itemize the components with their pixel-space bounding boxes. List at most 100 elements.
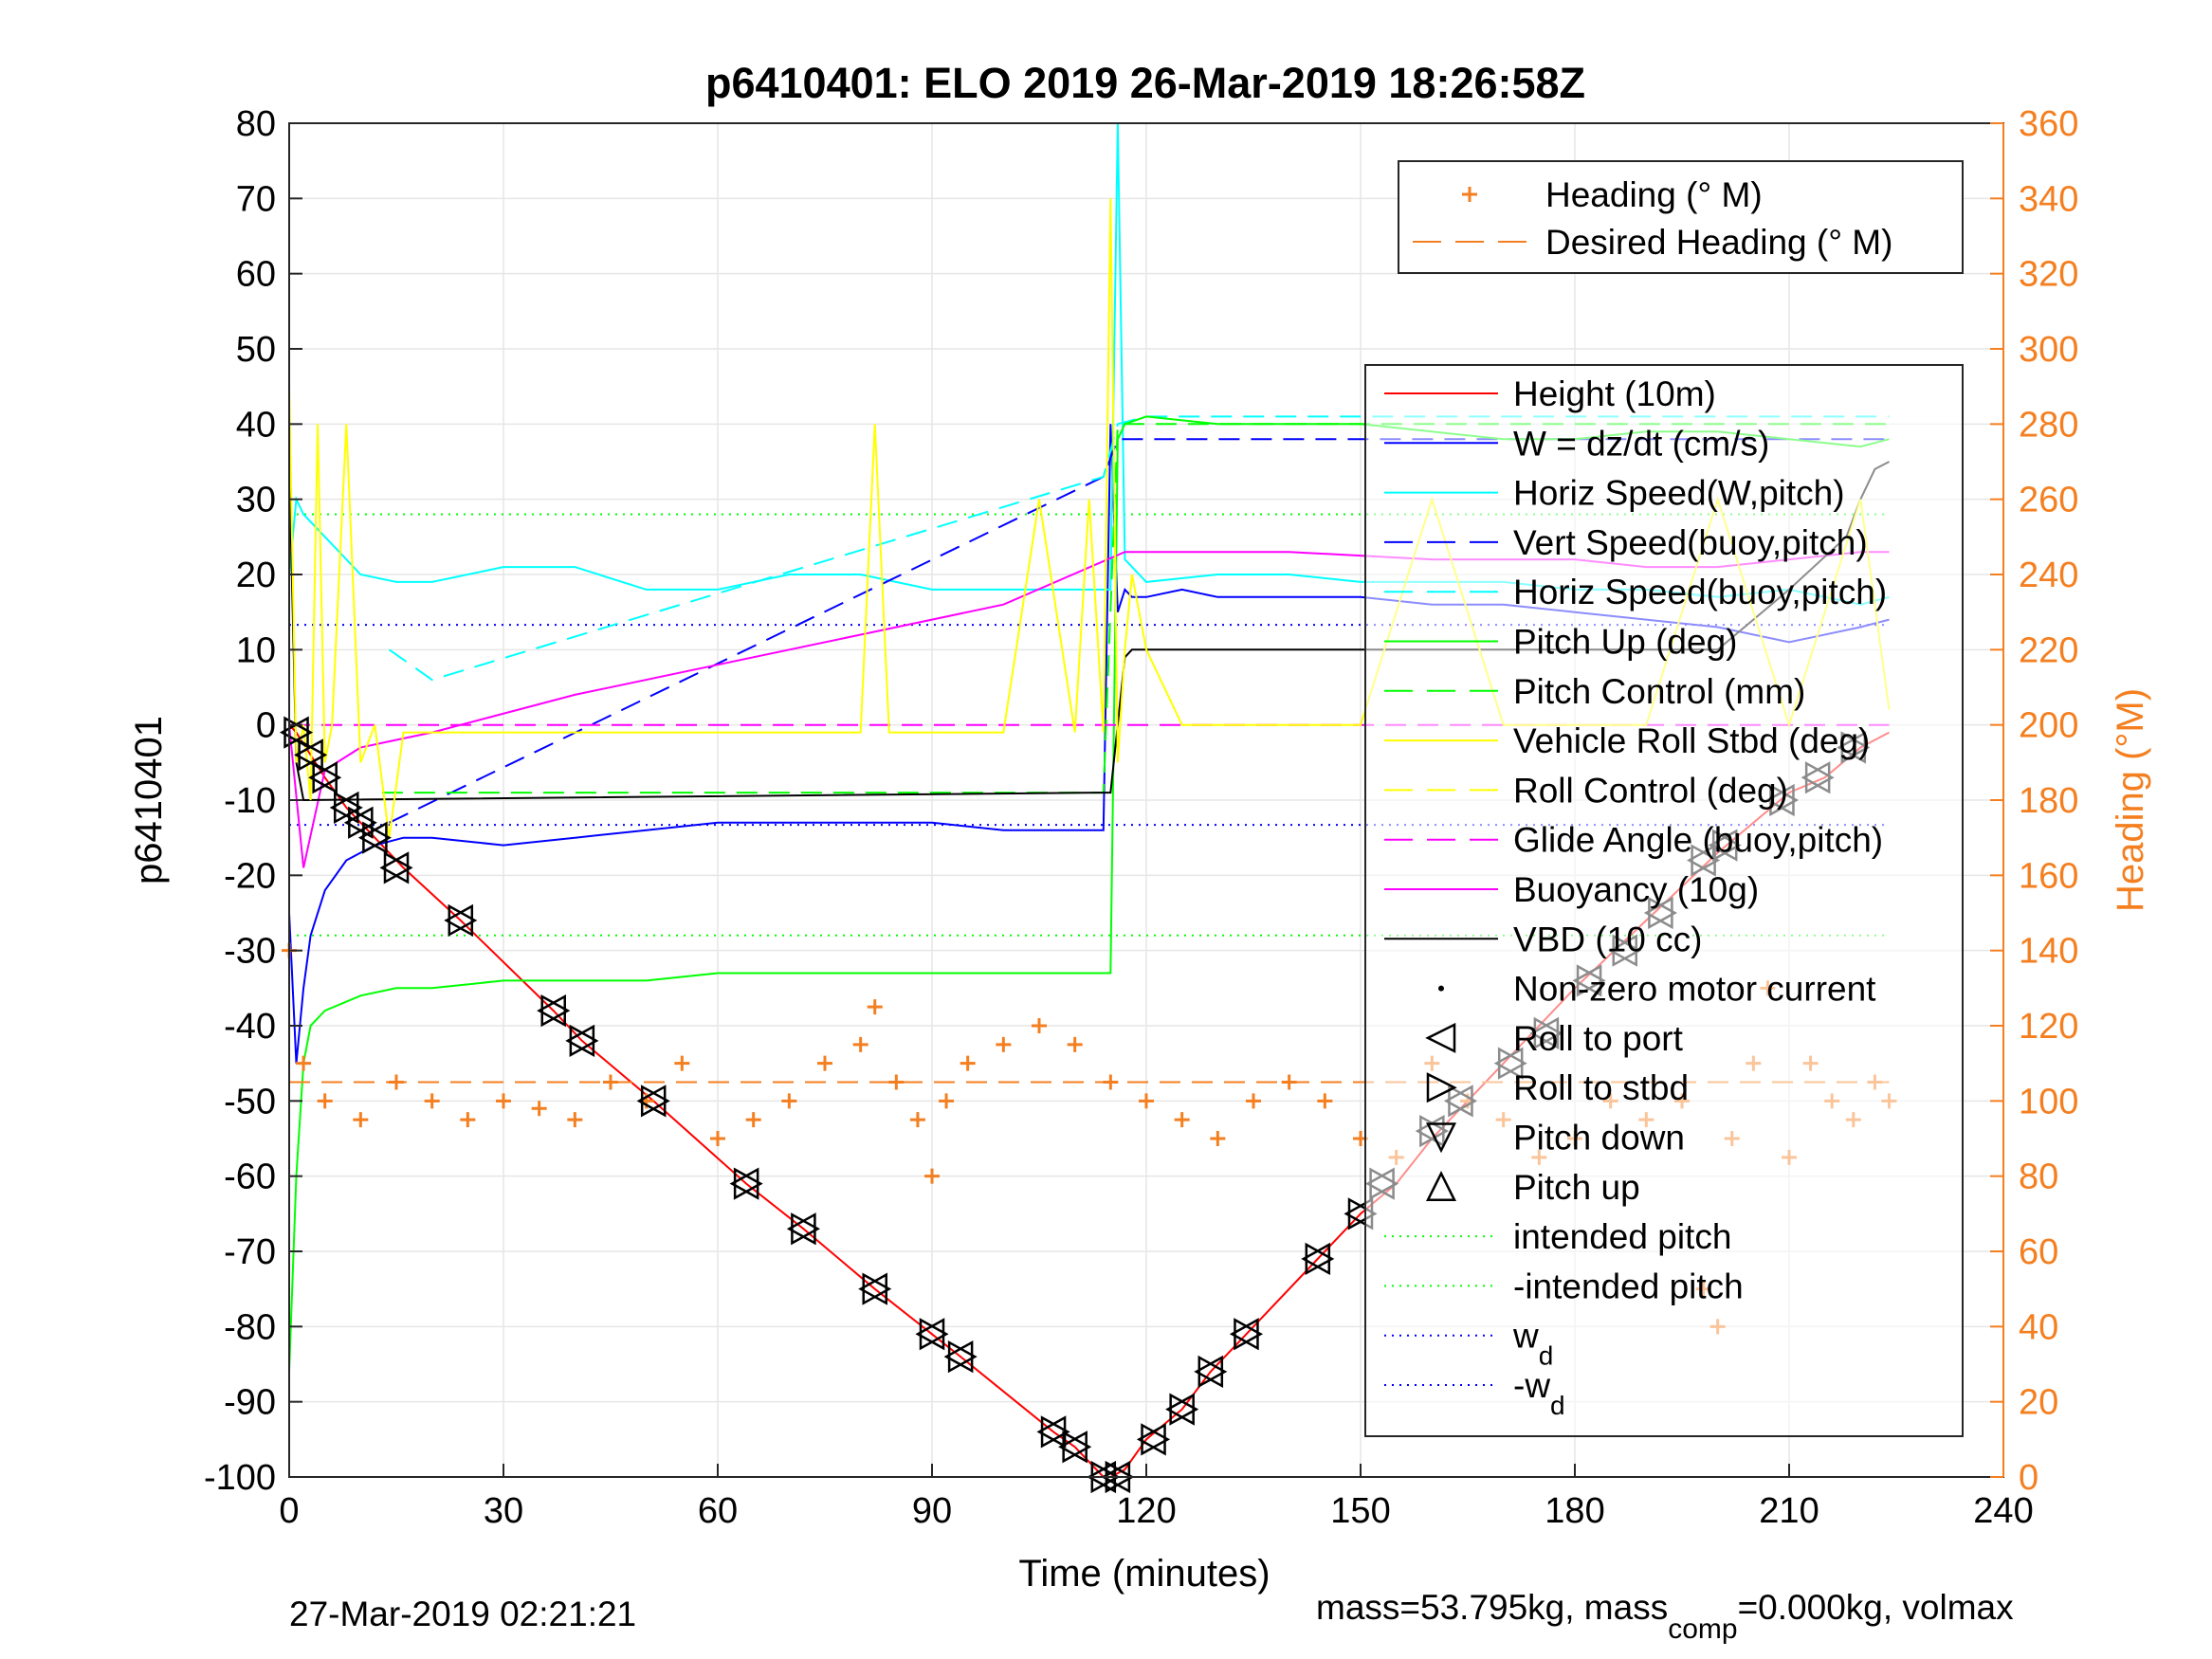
y-tick-label: 80 xyxy=(236,104,276,144)
y-tick-label: -20 xyxy=(224,856,276,896)
legend-swatch xyxy=(1425,1122,1457,1154)
heading-point xyxy=(996,1036,1012,1052)
y-axis-right-label: Heading (°M) xyxy=(2110,688,2151,912)
legend-entry-label: Vert Speed(buoy,pitch) xyxy=(1513,523,1868,562)
y-right-tick-label: 120 xyxy=(2019,1007,2078,1047)
legend-entry-roll-control-deg-8: Roll Control (deg) xyxy=(1384,771,1788,810)
y-tick-label: -100 xyxy=(204,1458,276,1498)
heading-point xyxy=(496,1093,511,1109)
roll-marker xyxy=(329,791,359,825)
x-tick-label: 90 xyxy=(912,1491,952,1531)
y-right-tick-label: 160 xyxy=(2019,856,2078,896)
heading-point xyxy=(1246,1093,1261,1109)
roll-marker xyxy=(1169,1393,1199,1426)
y-right-tick-label: 0 xyxy=(2019,1458,2038,1498)
roll-marker xyxy=(383,851,413,884)
legend-entry-glide-angle-buoy-pitch-9: Glide Angle (buoy,pitch) xyxy=(1384,821,1883,860)
legend-main: Height (10m) W = dz/dt (cm/s) Horiz Speed(… xyxy=(1364,364,1964,1437)
roll-marker xyxy=(636,1085,667,1118)
legend-entry-pitch-control-mm-6: Pitch Control (mm) xyxy=(1384,672,1805,711)
y-tick-label: -80 xyxy=(224,1307,276,1347)
legend-entry-label: Glide Angle (buoy,pitch) xyxy=(1513,821,1883,860)
y-right-tick-label: 320 xyxy=(2019,255,2078,295)
heading-point xyxy=(567,1112,583,1128)
legend-entry-height-10m-0: Height (10m) xyxy=(1384,374,1716,413)
roll-marker xyxy=(640,1085,670,1118)
y-tick-label: 60 xyxy=(236,255,276,295)
roll-marker xyxy=(919,1318,949,1351)
legend-entry-label: Roll to port xyxy=(1513,1019,1684,1058)
legend-entry-label: Buoyancy (10g) xyxy=(1513,870,1759,909)
y-right-tick-label: 240 xyxy=(2019,556,2078,595)
legend-entry-label: Roll to stbd xyxy=(1513,1068,1689,1107)
roll-marker xyxy=(298,738,328,772)
heading-point xyxy=(1174,1112,1190,1128)
roll-marker xyxy=(565,1024,595,1057)
roll-marker xyxy=(1305,1242,1335,1276)
heading-point xyxy=(1317,1093,1333,1109)
legend-entry-non-zero-motor-current-12: Non-zero motor current xyxy=(1438,970,1876,1009)
y-right-tick-label: 180 xyxy=(2019,781,2078,821)
heading-point xyxy=(888,1074,905,1090)
roll-marker xyxy=(858,1272,887,1305)
legend-entry-vbd-10-cc-11: VBD (10 cc) xyxy=(1384,920,1702,958)
roll-marker xyxy=(915,1318,945,1351)
roll-marker xyxy=(1194,1355,1224,1389)
roll-marker xyxy=(1040,1415,1070,1449)
heading-point xyxy=(296,1055,312,1071)
legend-entry-label: Height (10m) xyxy=(1513,374,1716,413)
roll-marker xyxy=(786,1212,816,1246)
roll-marker xyxy=(1036,1415,1067,1449)
legend-entry-vert-speed-buoy-pitch-3: Vert Speed(buoy,pitch) xyxy=(1384,523,1868,562)
y-tick-label: 20 xyxy=(236,556,276,595)
heading-point xyxy=(424,1093,440,1109)
heading-point xyxy=(745,1112,761,1128)
y-right-tick-label: 100 xyxy=(2019,1082,2078,1121)
roll-marker xyxy=(943,1340,974,1374)
legend-swatch xyxy=(1426,1072,1457,1103)
roll-marker xyxy=(1136,1423,1166,1456)
y-axis-label: p6410401 xyxy=(128,716,170,884)
heading-point xyxy=(852,1036,868,1052)
heading-point xyxy=(817,1055,832,1071)
x-tick-label: 60 xyxy=(698,1491,738,1531)
legend-swatch xyxy=(1425,1171,1457,1202)
y-tick-label: 40 xyxy=(236,405,276,445)
legend-heading-box xyxy=(1398,160,1964,274)
legend-entry-label: Pitch up xyxy=(1513,1168,1640,1207)
y-tick-label: 30 xyxy=(236,481,276,520)
roll-marker xyxy=(569,1024,599,1057)
legend-entry-intended-pitch-17: intended pitch xyxy=(1384,1217,1731,1256)
y-right-tick-label: 40 xyxy=(2019,1307,2058,1347)
roll-marker xyxy=(312,761,342,794)
footer-timestamp: 27-Mar-2019 02:21:21 xyxy=(289,1595,636,1633)
y-right-tick-label: 300 xyxy=(2019,330,2078,370)
legend-main-box xyxy=(1364,364,1964,1437)
roll-marker xyxy=(343,806,374,839)
y-tick-label: 50 xyxy=(236,330,276,370)
heading-point xyxy=(674,1055,690,1071)
legend-entry-label: Roll Control (deg) xyxy=(1513,771,1788,810)
footer-mass: mass=53.795kg, masscomp=0.000kg, volmax xyxy=(1316,1588,2014,1645)
roll-marker xyxy=(862,1272,892,1305)
series-horiz-speed-buoy-pitch xyxy=(388,415,1890,682)
roll-marker xyxy=(448,903,478,938)
heading-point xyxy=(781,1093,797,1109)
legend-entry-label: -intended pitch xyxy=(1513,1267,1744,1305)
y-right-tick-label: 280 xyxy=(2019,405,2078,445)
roll-marker xyxy=(729,1167,759,1200)
heading-point xyxy=(939,1093,955,1109)
roll-marker xyxy=(362,821,392,854)
roll-marker xyxy=(1062,1431,1092,1464)
legend-entry-w-dz-dt-cm-s-1: W = dz/dt (cm/s) xyxy=(1384,424,1769,463)
legend-entry-roll-to-port-13: Roll to port xyxy=(1425,1019,1684,1058)
legend-swatch xyxy=(1438,985,1444,992)
roll-marker xyxy=(348,806,377,839)
legend-entry-desired-heading-m: Desired Heading (° M) xyxy=(1413,223,1892,262)
legend-entry-label: Pitch Up (deg) xyxy=(1513,623,1738,662)
roll-marker xyxy=(947,1340,978,1374)
y-tick-label: -50 xyxy=(224,1082,276,1121)
heading-point xyxy=(909,1112,925,1128)
x-tick-label: 240 xyxy=(1973,1491,2033,1531)
